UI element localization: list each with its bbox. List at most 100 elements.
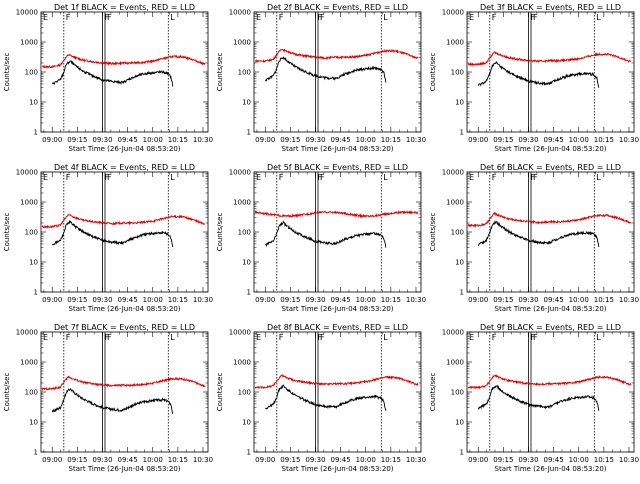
- x-tick-label: 09:00: [42, 136, 62, 144]
- interval-label: F: [107, 13, 112, 22]
- x-axis-label: Start Time (26-Jun-04 08:53:20): [495, 145, 607, 153]
- x-tick-label: 10:30: [193, 456, 213, 464]
- x-tick-label: 10:00: [356, 136, 376, 144]
- x-axis-label: Start Time (26-Jun-04 08:53:20): [69, 305, 181, 313]
- axes-frame: [253, 11, 422, 133]
- x-tick-label: 09:15: [67, 456, 87, 464]
- x-tick-label: 10:15: [381, 296, 401, 304]
- lld-series-line: [255, 48, 419, 64]
- detector-chart-2: Det 2f BLACK = Events, RED = LLD 1 10 100 10…: [216, 3, 426, 153]
- detector-chart-1: Det 1f BLACK = Events, RED = LLD 1 10 100 10…: [3, 3, 213, 153]
- y-tick-label: 1: [460, 129, 464, 137]
- y-tick-label: 10: [455, 99, 464, 107]
- axes-frame: [253, 171, 422, 293]
- y-tick-label: 1: [247, 289, 251, 297]
- interval-label: F: [320, 173, 325, 182]
- detector-panel-5: Det 5f BLACK = Events, RED = LLD 1 10 100 10…: [213, 160, 426, 324]
- detector-panel-8: Det 8f BLACK = Events, RED = LLD 1 10 100 10…: [213, 320, 426, 484]
- x-tick-label: 09:00: [255, 136, 275, 144]
- interval-label: L: [170, 173, 175, 182]
- detector-chart-8: Det 8f BLACK = Events, RED = LLD 1 10 100 10…: [216, 323, 426, 473]
- interval-label: E: [256, 13, 261, 22]
- interval-label: F: [320, 333, 325, 342]
- x-tick-label: 10:15: [594, 136, 614, 144]
- y-tick-label: 100: [238, 389, 251, 397]
- x-tick-label: 09:30: [305, 456, 325, 464]
- interval-label: F: [317, 13, 322, 22]
- x-tick-label: 09:45: [118, 136, 138, 144]
- x-tick-label: 10:00: [356, 456, 376, 464]
- y-tick-label: 100: [451, 389, 464, 397]
- x-axis-label: Start Time (26-Jun-04 08:53:20): [282, 145, 394, 153]
- interval-label: F: [317, 333, 322, 342]
- detector-chart-5: Det 5f BLACK = Events, RED = LLD 1 10 100 10…: [216, 163, 426, 313]
- interval-label: L: [383, 333, 388, 342]
- x-tick-label: 10:00: [143, 136, 163, 144]
- x-tick-label: 09:00: [255, 456, 275, 464]
- x-tick-label: 10:15: [594, 456, 614, 464]
- x-tick-label: 09:00: [255, 296, 275, 304]
- x-tick-label: 10:00: [143, 296, 163, 304]
- y-tick-label: 10000: [16, 329, 38, 337]
- interval-label: L: [383, 173, 388, 182]
- x-tick-label: 09:00: [468, 136, 488, 144]
- x-tick-label: 09:30: [518, 136, 538, 144]
- panel-title: Det 8f BLACK = Events, RED = LLD: [267, 323, 408, 332]
- y-tick-label: 1: [247, 129, 251, 137]
- lld-series-line: [41, 53, 206, 70]
- y-tick-label: 100: [451, 229, 464, 237]
- x-tick-label: 09:45: [544, 296, 564, 304]
- y-tick-label: 1000: [20, 359, 38, 367]
- y-tick-label: 1000: [233, 199, 251, 207]
- detector-panel-3: Det 3f BLACK = Events, RED = LLD 1 10 100 10…: [426, 0, 639, 164]
- y-tick-label: 100: [25, 389, 38, 397]
- x-tick-label: 09:15: [493, 136, 513, 144]
- x-axis-label: Start Time (26-Jun-04 08:53:20): [495, 305, 607, 313]
- interval-label: F: [492, 13, 497, 22]
- interval-label: F: [317, 173, 322, 182]
- interval-label: E: [256, 173, 261, 182]
- x-tick-label: 09:00: [468, 456, 488, 464]
- interval-label: L: [596, 173, 601, 182]
- y-tick-label: 100: [25, 69, 38, 77]
- x-tick-label: 09:45: [331, 136, 351, 144]
- lld-series-line: [254, 209, 419, 219]
- interval-label: F: [107, 173, 112, 182]
- x-tick-label: 10:30: [619, 456, 639, 464]
- y-tick-label: 10000: [229, 329, 251, 337]
- lld-series-line: [467, 374, 632, 390]
- y-tick-label: 10000: [442, 169, 464, 177]
- x-tick-label: 09:45: [331, 456, 351, 464]
- panel-title: Det 3f BLACK = Events, RED = LLD: [480, 3, 621, 12]
- y-tick-label: 1: [247, 449, 251, 457]
- y-tick-label: 1000: [446, 359, 464, 367]
- x-tick-label: 09:15: [67, 136, 87, 144]
- interval-label: F: [530, 13, 535, 22]
- interval-label: F: [107, 333, 112, 342]
- x-tick-label: 09:00: [42, 296, 62, 304]
- detector-panel-1: Det 1f BLACK = Events, RED = LLD 1 10 100 10…: [0, 0, 213, 164]
- events-series-line: [477, 384, 600, 411]
- y-axis-label: Counts/sec: [3, 53, 11, 92]
- y-tick-label: 100: [238, 229, 251, 237]
- y-tick-label: 10: [29, 99, 38, 107]
- events-series-line: [477, 220, 600, 248]
- events-series-line: [51, 387, 174, 415]
- x-axis-label: Start Time (26-Jun-04 08:53:20): [495, 465, 607, 473]
- detector-chart-6: Det 6f BLACK = Events, RED = LLD 1 10 100 10…: [429, 163, 639, 313]
- y-tick-label: 10: [29, 419, 38, 427]
- interval-label: F: [533, 333, 538, 342]
- interval-label: L: [596, 13, 601, 22]
- y-tick-label: 1: [460, 449, 464, 457]
- axes-frame: [466, 331, 635, 453]
- interval-label: F: [66, 333, 71, 342]
- y-tick-label: 10: [242, 419, 251, 427]
- y-axis-label: Counts/sec: [216, 53, 224, 92]
- x-tick-label: 09:45: [331, 296, 351, 304]
- interval-label: F: [533, 13, 538, 22]
- x-tick-label: 09:15: [280, 136, 300, 144]
- x-tick-label: 10:30: [406, 456, 426, 464]
- y-tick-label: 10: [455, 259, 464, 267]
- x-tick-label: 10:30: [406, 296, 426, 304]
- y-tick-label: 1000: [233, 39, 251, 47]
